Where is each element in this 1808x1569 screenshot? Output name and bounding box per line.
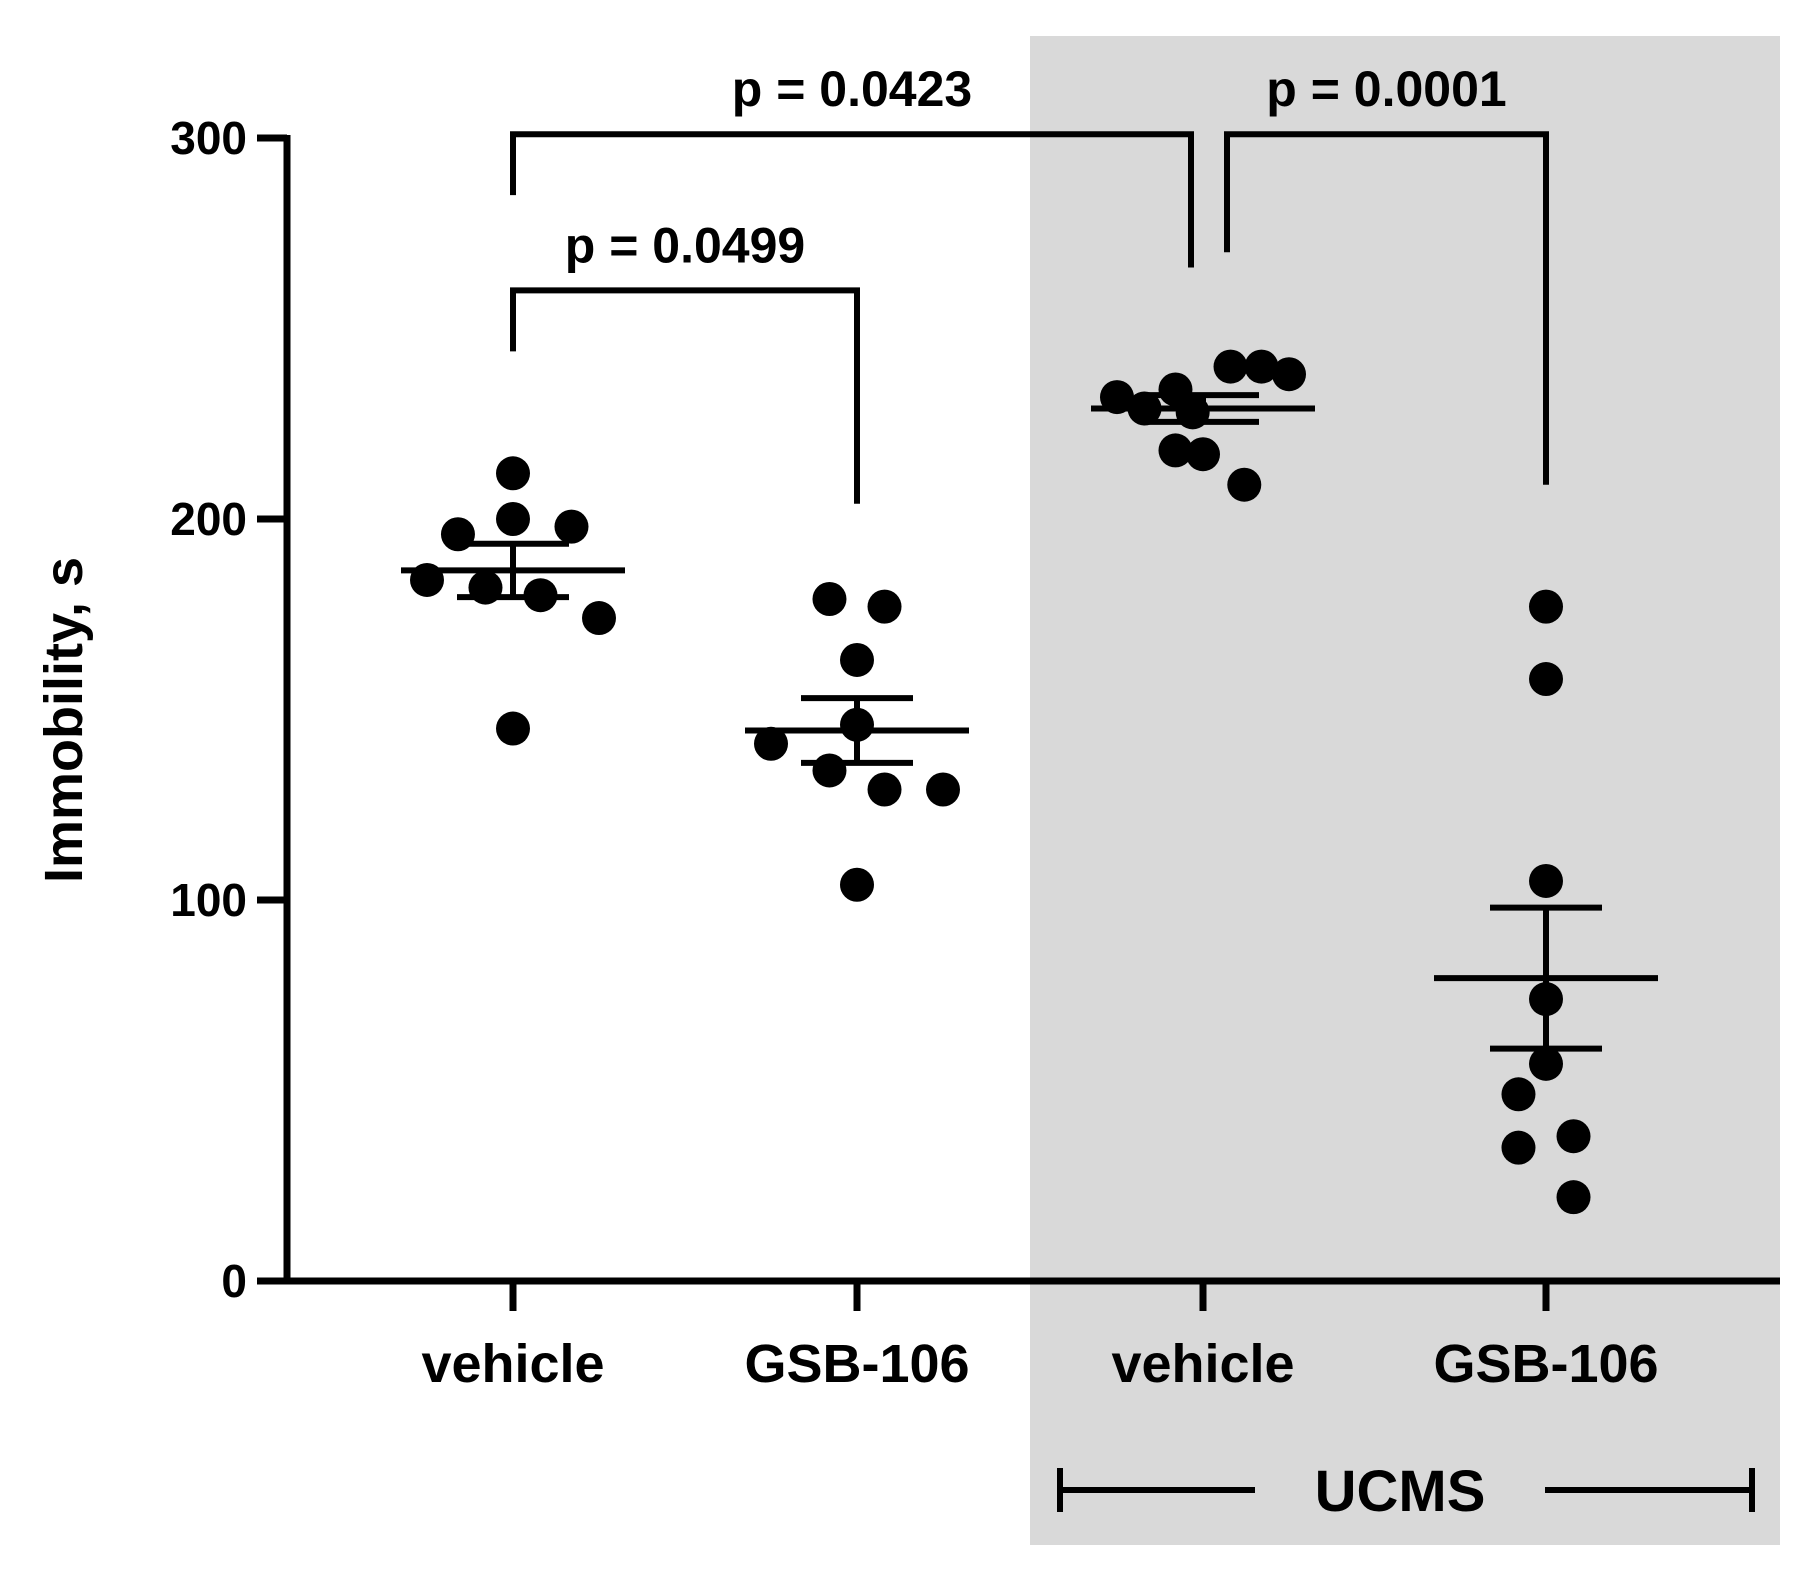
y-axis-label: Immobility, s [34,557,94,883]
comparison-bracket [1224,131,1549,485]
data-point [812,753,847,788]
data-point [1158,433,1193,468]
data-point [1501,1077,1536,1112]
p-value-label: p = 0.0001 [1266,61,1506,117]
data-point [1272,357,1306,392]
y-tick-label: 0 [221,1255,247,1307]
axes: 0 100 200 300 vehicle GSB-106 vehicle GSB-106 [170,112,1780,1394]
data-point [1213,349,1248,384]
p-value-label: p = 0.0499 [565,217,805,273]
data-point [496,456,530,491]
comparison-bracket [510,131,1194,268]
data-point [867,772,902,807]
ucms-shaded-region [1030,36,1780,1545]
data-point [1227,467,1262,502]
x-category-label: GSB-106 [1433,1334,1658,1394]
data-point [1529,662,1563,697]
x-category-label: vehicle [421,1334,604,1394]
significance-brackets: p = 0.0499 p = 0.0423 p = 0.0001 [510,61,1549,504]
data-groups [401,349,1658,1215]
data-point [496,711,530,746]
group-2 [1091,349,1315,502]
y-tick-label: 300 [170,112,247,164]
data-point [1529,589,1563,624]
group-1 [745,582,969,902]
data-point [926,772,960,807]
data-point [1529,1046,1563,1081]
p-value-label: p = 0.0423 [732,61,972,117]
y-tick-label: 100 [170,874,247,926]
data-point [1556,1119,1591,1154]
comparison-bracket [510,287,860,504]
data-point [840,867,874,902]
data-point [1186,437,1220,472]
ucms-bracket: UCMS [1057,1459,1755,1524]
data-point [840,642,874,677]
data-point [812,582,847,617]
data-point [754,726,788,761]
data-point [1244,349,1279,384]
y-tick-label: 200 [170,493,247,545]
group-0 [401,456,625,746]
ucms-label: UCMS [1315,1459,1486,1524]
data-point [1501,1130,1536,1165]
data-point [554,509,589,544]
data-point [496,502,530,536]
data-point [867,589,902,624]
data-point [1556,1180,1591,1215]
x-category-label: GSB-106 [744,1334,969,1394]
x-category-label: vehicle [1111,1334,1294,1394]
data-point [1529,863,1563,898]
data-point [582,601,616,636]
group-3 [1434,589,1658,1215]
